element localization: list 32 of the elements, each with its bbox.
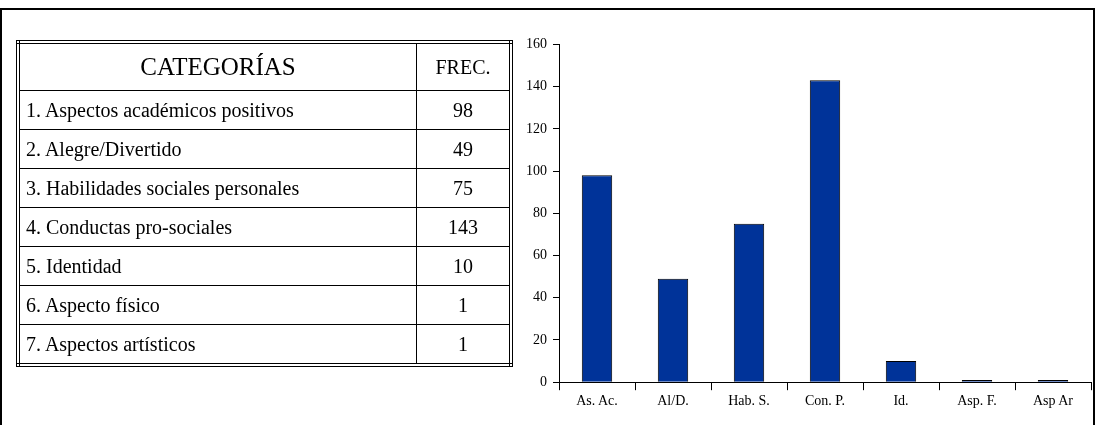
x-tick-label: Id. bbox=[893, 393, 909, 409]
text: 1. Aspectos académicos positivos bbox=[18, 90, 417, 130]
text: 143 bbox=[416, 207, 511, 247]
text: 10 bbox=[416, 246, 511, 286]
x-tick-label: As. Ac. bbox=[576, 393, 618, 409]
x-tick-label: Al/D. bbox=[657, 393, 689, 409]
y-tick-label: 80 bbox=[533, 204, 547, 220]
text: 5. Identidad bbox=[18, 246, 417, 286]
x-tick-label: Con. P. bbox=[804, 393, 846, 409]
x-tick-label: Asp Ar bbox=[1032, 393, 1074, 409]
text: 7. Aspectos artísticos bbox=[18, 324, 417, 365]
text: 2. Alegre/Divertido bbox=[18, 129, 417, 169]
text: 3. Habilidades sociales personales bbox=[18, 168, 417, 208]
y-tick-label: 20 bbox=[533, 331, 547, 347]
y-tick-label: 120 bbox=[526, 120, 547, 136]
y-tick-label: 60 bbox=[533, 247, 547, 263]
text: FREC. bbox=[416, 42, 511, 91]
y-tick-label: 140 bbox=[526, 78, 547, 94]
x-tick-label: Hab. S. bbox=[728, 393, 770, 409]
text: 75 bbox=[416, 168, 511, 208]
text: 98 bbox=[416, 90, 511, 130]
text: 1 bbox=[416, 285, 511, 325]
text: 4. Conductas pro-sociales bbox=[18, 207, 417, 247]
text: CATEGORÍAS bbox=[18, 42, 417, 91]
text: 1 bbox=[416, 324, 511, 365]
y-tick-label: 160 bbox=[526, 36, 547, 52]
x-tick-label: Asp. F. bbox=[957, 393, 997, 409]
text: 49 bbox=[416, 129, 511, 169]
y-tick-label: 100 bbox=[526, 162, 547, 178]
y-tick-label: 0 bbox=[540, 373, 547, 389]
text: 6. Aspecto físico bbox=[18, 285, 417, 325]
y-tick-label: 40 bbox=[533, 289, 547, 305]
